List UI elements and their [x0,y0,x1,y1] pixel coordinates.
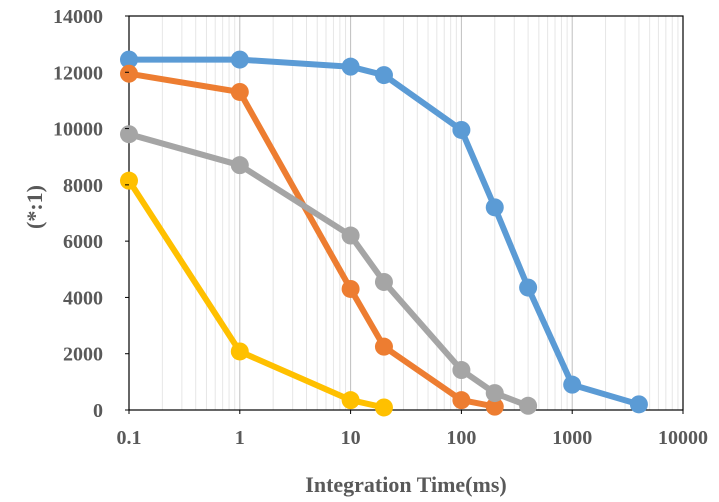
y-tick-label: 12000 [53,62,103,84]
data-point [485,384,504,403]
y-tick-label: 14000 [53,6,103,28]
x-tick-label: 1 [235,427,245,449]
series-line [126,70,498,410]
y-tick-label: 2000 [63,344,103,366]
data-point [452,361,471,380]
y-axis-tick-labels: 0 2000 4000 6000 8000 10000 12000 14000 [53,6,129,422]
data-point [374,66,393,85]
series-line [126,177,387,411]
data-point [452,391,471,410]
data-point [629,395,648,414]
data-point [452,120,471,139]
data-point [485,397,504,416]
data-point [341,391,360,410]
y-tick-label: 8000 [63,175,103,197]
x-axis-title: Integration Time(ms) [305,472,506,497]
x-tick-label: 1000 [552,427,592,449]
data-point [230,82,249,101]
x-tick-label: 0.1 [117,427,142,449]
series-3 [120,125,538,415]
x-tick-label: 10 [341,427,361,449]
data-point [230,156,249,175]
data-point [563,375,582,394]
y-tick-label: 10000 [53,119,103,141]
x-tick-label: 10000 [658,427,708,449]
data-point [519,278,538,297]
y-tick-label: 6000 [63,231,103,253]
y-axis-title: (*:1) [22,185,47,229]
series-1 [120,50,648,414]
plot-area-border [128,15,684,411]
data-point [120,125,138,144]
x-axis-tick-labels: 0.1 1 10 100 1000 10000 [117,410,708,449]
data-point [230,342,249,361]
data-point [341,226,360,245]
data-point [341,279,360,298]
data-point [374,337,393,356]
data-point [341,57,360,76]
data-point [120,50,138,69]
data-point [519,396,538,415]
series-2 [120,64,504,416]
data-point [120,64,138,83]
grid [128,16,684,410]
y-tick-label: 0 [93,400,103,422]
data-point [374,398,393,417]
y-tick-label: 4000 [63,287,103,309]
data-point [120,171,138,190]
data-point [485,198,504,217]
data-point [374,272,393,291]
series-group [120,50,648,417]
series-4 [120,171,393,417]
x-tick-label: 100 [446,427,476,449]
data-point [230,50,249,69]
